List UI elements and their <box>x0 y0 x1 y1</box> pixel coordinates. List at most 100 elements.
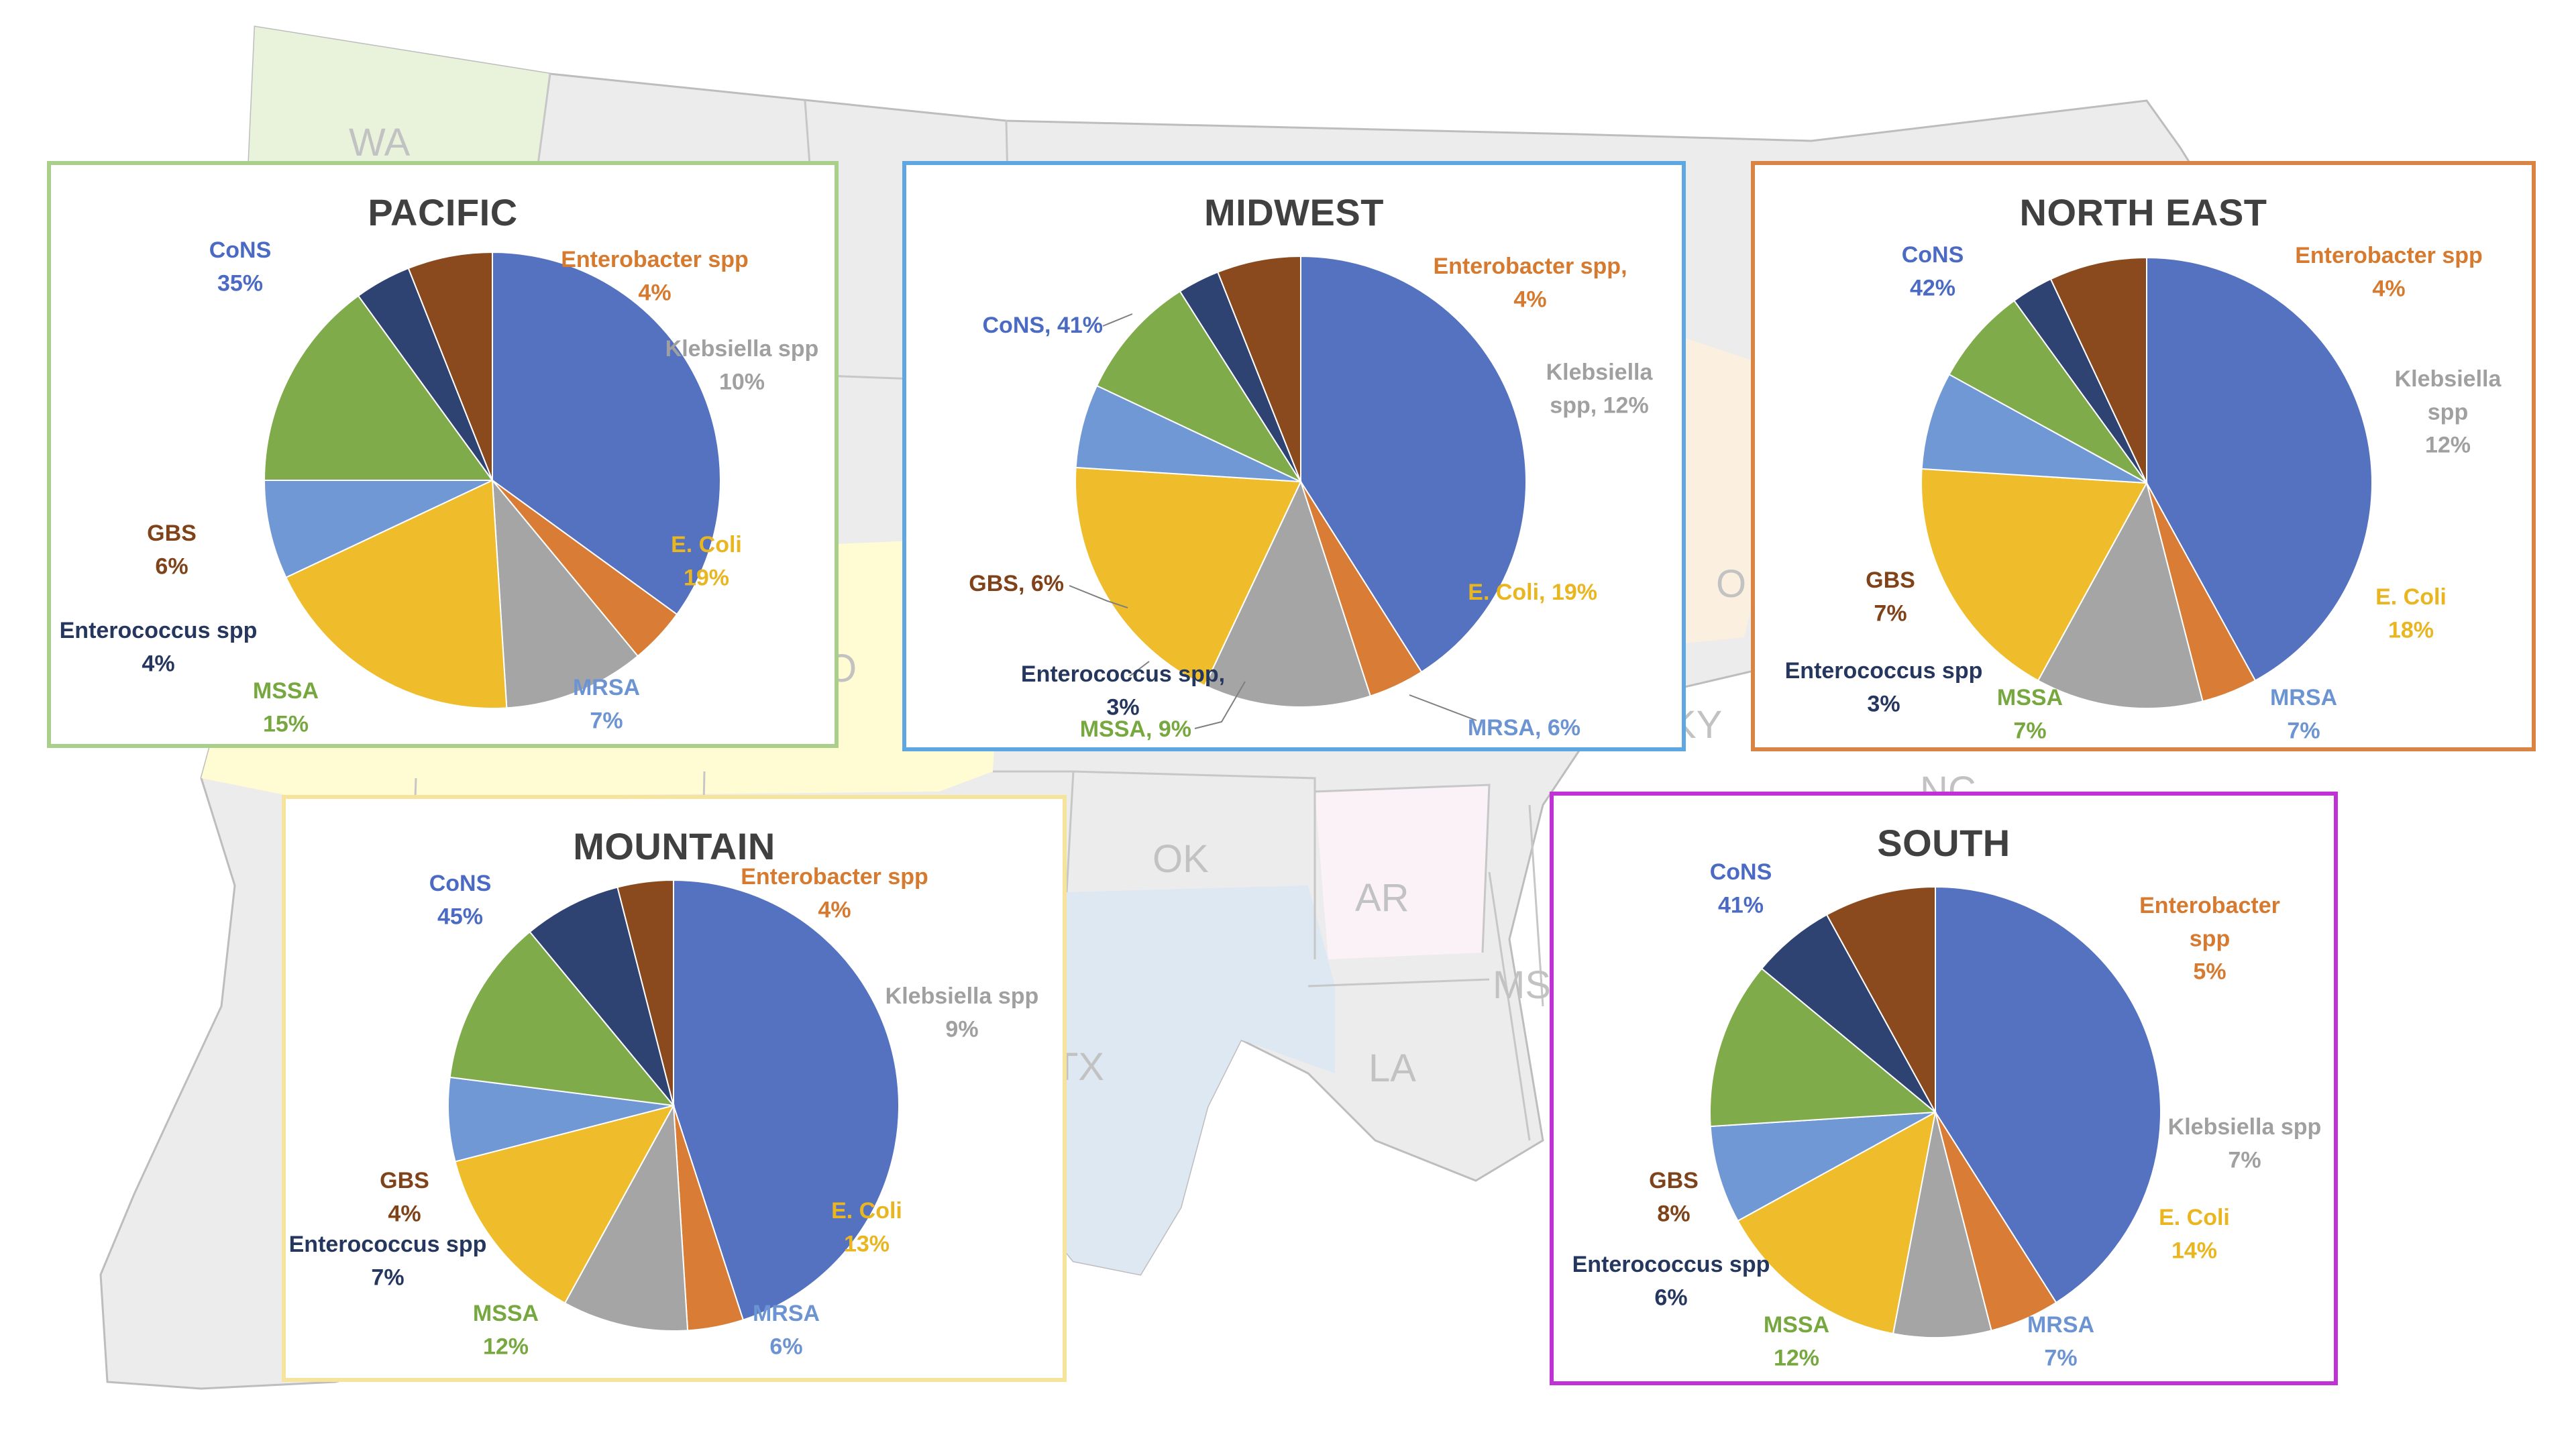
pie-chart-midwest: CoNS, 41% Enterobacter spp, 4% Klebsiella sp… <box>969 254 1654 742</box>
leader-line-gbs <box>1069 585 1128 608</box>
data-label-enterobacter-spp: Enterobacter spp 4% <box>2295 243 2483 301</box>
data-label-mssa: MSSA 12% <box>1764 1312 1829 1371</box>
data-label-mrsa: MRSA 7% <box>2270 685 2337 743</box>
chart-title: SOUTH <box>1877 822 2010 864</box>
leader-line-mssa <box>1194 681 1246 729</box>
data-label-klebsiella-spp: Klebsiella spp 9% <box>885 983 1039 1042</box>
pie-slice-mrsa <box>1921 373 2147 484</box>
pie-slice-mrsa <box>1709 1112 1936 1222</box>
data-label-e-coli: E. Coli, 19% <box>1468 580 1597 605</box>
pie-slice-klebsiella-spp <box>2037 481 2204 709</box>
pie-slice-gbs <box>1825 885 1936 1113</box>
pie-slice-klebsiella-spp <box>564 1103 689 1332</box>
data-label-klebsiella-spp: Klebsiella spp, 12% <box>1546 360 1654 418</box>
data-label-enterococcus-spp: Enterococcus spp, 3% <box>1021 661 1225 720</box>
pie-chart-mountain: CoNS 45% Enterobacter spp 4% Klebsiella spp 9… <box>289 864 1039 1359</box>
data-label-klebsiella-spp: Klebsiella spp 7% <box>2168 1114 2322 1173</box>
data-label-mssa: MSSA 12% <box>473 1301 539 1359</box>
data-label-mrsa: MRSA 6% <box>753 1301 820 1359</box>
leader-line-enterococcus-spp <box>1129 661 1150 677</box>
pie-slice-klebsiella-spp <box>1892 1112 1992 1338</box>
pie-slice-klebsiella-spp <box>491 478 639 709</box>
pie-chart-pacific: CoNS 35% Enterobacter spp 4% Klebsiella spp 1… <box>60 237 819 737</box>
pie-slice-gbs <box>616 879 674 1106</box>
data-label-enterococcus-spp: Enterococcus spp 3% <box>1785 658 1983 716</box>
data-label-e-coli: E. Coli 14% <box>2159 1205 2230 1263</box>
pie-slice-e-coli <box>454 1104 675 1304</box>
panel-north-east: NORTH EAST CoNS 42% Enterobacter spp 4% Kleb… <box>1751 161 2536 751</box>
region-arkansas-fill <box>1315 785 1489 959</box>
data-label-cons: CoNS 45% <box>429 871 492 929</box>
pie-slice-e-coli <box>1075 466 1302 687</box>
data-label-gbs: GBS 8% <box>1649 1168 1699 1226</box>
state-label-la: LA <box>1368 1046 1416 1090</box>
pie-slice-gbs <box>2049 256 2147 484</box>
data-label-enterobacter-spp: Enterobacter spp 4% <box>561 247 749 305</box>
data-label-cons: CoNS 35% <box>209 237 272 296</box>
pie-slice-klebsiella-spp <box>1203 480 1372 708</box>
chart-title: NORTH EAST <box>2019 191 2267 233</box>
pie-slice-mssa <box>1095 290 1303 484</box>
pie-slice-mrsa <box>263 480 493 579</box>
data-label-mrsa: MRSA 7% <box>573 675 640 733</box>
pie-slice-mssa <box>1709 967 1937 1128</box>
panel-mountain: MOUNTAIN CoNS 45% Enterobacter spp 4% Klebsi… <box>282 795 1067 1382</box>
data-label-e-coli: E. Coli 19% <box>671 532 742 590</box>
data-label-mssa: MSSA 7% <box>1997 685 2063 743</box>
data-label-cons: CoNS 42% <box>1902 242 1964 301</box>
data-label-mssa: MSSA, 9% <box>1080 716 1191 742</box>
pie-slice-mssa <box>263 294 494 481</box>
panel-south: SOUTH CoNS 41% Enterobacter spp 5% Klebsiella… <box>1550 792 2338 1385</box>
state-label-ok: OK <box>1152 837 1209 881</box>
data-label-mrsa: MRSA 7% <box>2027 1312 2094 1371</box>
data-label-mssa: MSSA 15% <box>253 678 319 737</box>
pie-slice-gbs <box>1217 255 1301 482</box>
pie-slice-gbs <box>407 251 493 481</box>
data-label-enterococcus-spp: Enterococcus spp 4% <box>60 618 258 676</box>
chart-title: MOUNTAIN <box>573 825 775 867</box>
data-label-mrsa: MRSA, 6% <box>1468 715 1580 741</box>
region-east-fill <box>1664 335 1771 644</box>
state-label-ms: MS <box>1493 963 1551 1007</box>
data-label-enterococcus-spp: Enterococcus spp 7% <box>289 1232 487 1290</box>
pie-slice-cons <box>1935 885 2161 1304</box>
pie-slice-mrsa <box>1075 384 1301 482</box>
data-label-gbs: GBS, 6% <box>969 571 1064 596</box>
pie-slice-e-coli <box>1737 1111 1937 1335</box>
pie-chart-south: CoNS 41% Enterobacter spp 5% Klebsiella spp 7%… <box>1572 859 2322 1371</box>
pie-slice-cons <box>492 251 721 616</box>
pie-slice-mssa <box>1948 299 2147 484</box>
pie-slice-e-coli <box>1921 468 2148 682</box>
chart-title: PACIFIC <box>368 191 518 233</box>
state-label-ar: AR <box>1355 876 1409 920</box>
data-label-e-coli: E. Coli 13% <box>831 1198 902 1256</box>
data-label-enterobacter-spp: Enterobacter spp, 4% <box>1433 254 1627 312</box>
pie-slice-enterococcus-spp <box>1760 914 1936 1113</box>
pie-slice-e-coli <box>285 479 508 709</box>
pie-slice-mrsa <box>447 1076 674 1163</box>
data-label-enterobacter-spp: Enterobacter spp 5% <box>2139 893 2280 985</box>
pie-slice-cons <box>1300 255 1527 674</box>
data-label-gbs: GBS 7% <box>1866 568 1915 626</box>
pie-slice-mssa <box>449 930 676 1107</box>
state-label-wa: WA <box>349 121 411 164</box>
data-label-cons: CoNS, 41% <box>983 313 1104 338</box>
leader-line-mrsa <box>1409 694 1477 721</box>
state-label-o-east: O <box>1716 562 1746 606</box>
data-label-klebsiella-spp: Klebsiella spp 12% <box>2395 366 2502 458</box>
leader-line-cons <box>1102 313 1133 327</box>
data-label-gbs: GBS 6% <box>147 521 197 579</box>
data-label-enterococcus-spp: Enterococcus spp 6% <box>1572 1252 1770 1310</box>
pie-chart-north-east: CoNS 42% Enterobacter spp 4% Klebsiella spp 12… <box>1785 242 2502 743</box>
data-label-e-coli: E. Coli 18% <box>2375 584 2447 643</box>
pie-slice-cons <box>2146 256 2373 682</box>
panel-pacific: PACIFIC CoNS 35% Enterobacter spp 4% Klebsie… <box>47 161 839 748</box>
panel-midwest: MIDWEST CoNS, 41% Enterobacter spp, 4% Kleb… <box>902 161 1686 751</box>
data-label-cons: CoNS 41% <box>1710 859 1772 918</box>
data-label-gbs: GBS 4% <box>380 1168 429 1226</box>
pie-slice-enterococcus-spp <box>529 886 674 1106</box>
pie-slice-cons <box>673 879 900 1321</box>
chart-title: MIDWEST <box>1204 191 1384 233</box>
data-label-enterobacter-spp: Enterobacter spp 4% <box>741 864 928 922</box>
data-label-klebsiella-spp: Klebsiella spp 10% <box>665 336 819 394</box>
